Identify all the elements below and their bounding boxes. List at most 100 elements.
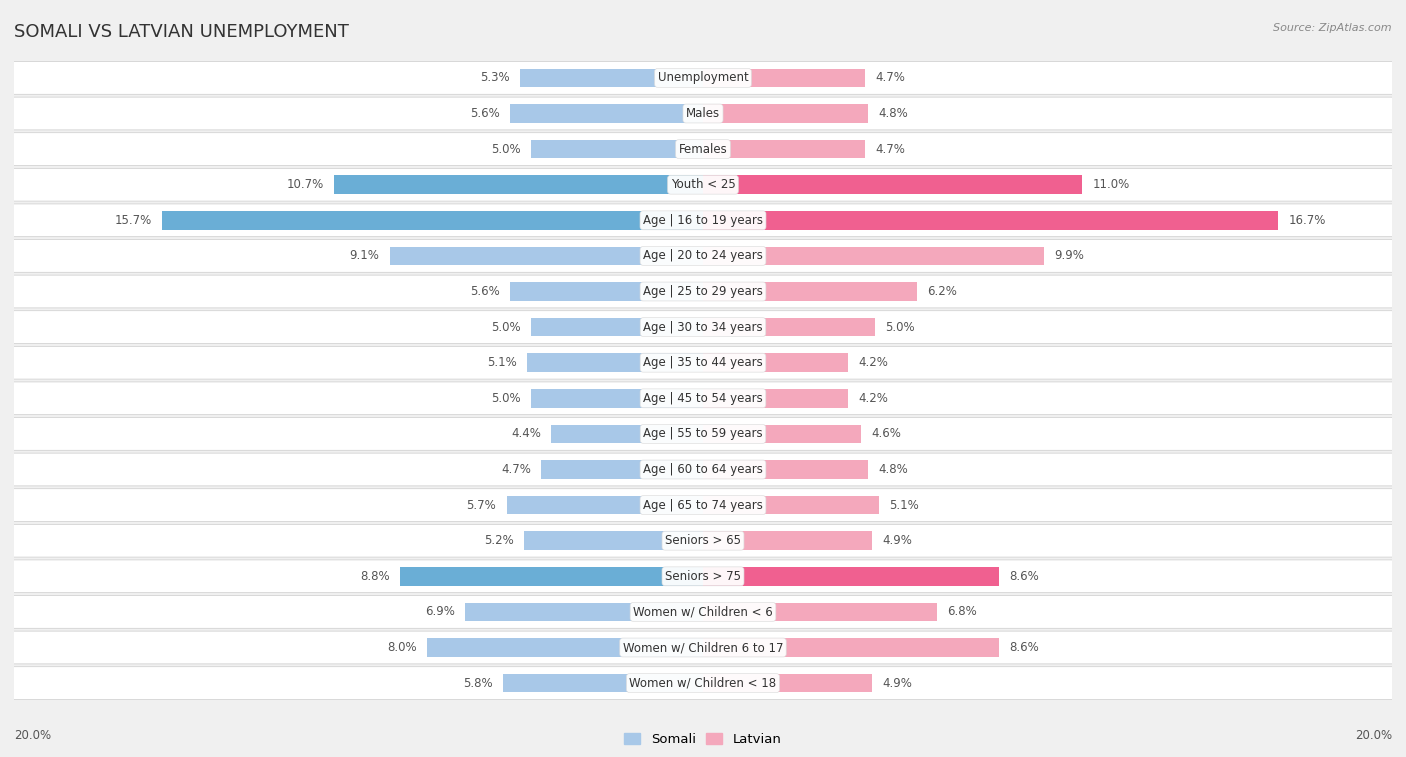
Text: 4.9%: 4.9% [882, 534, 912, 547]
Bar [703, 282, 917, 301]
Bar [703, 69, 865, 87]
Bar [531, 318, 703, 336]
Bar [389, 247, 703, 265]
Bar [703, 674, 872, 693]
Text: Source: ZipAtlas.com: Source: ZipAtlas.com [1274, 23, 1392, 33]
Bar [162, 211, 703, 229]
Text: Age | 60 to 64 years: Age | 60 to 64 years [643, 463, 763, 476]
Text: 5.6%: 5.6% [470, 107, 499, 120]
Bar [503, 674, 703, 693]
FancyBboxPatch shape [14, 310, 1392, 344]
Text: Age | 25 to 29 years: Age | 25 to 29 years [643, 285, 763, 298]
Text: Age | 65 to 74 years: Age | 65 to 74 years [643, 499, 763, 512]
Bar [703, 531, 872, 550]
Text: 11.0%: 11.0% [1092, 178, 1129, 192]
Text: 5.7%: 5.7% [467, 499, 496, 512]
Text: Youth < 25: Youth < 25 [671, 178, 735, 192]
Text: Males: Males [686, 107, 720, 120]
Bar [703, 603, 938, 621]
Bar [703, 354, 848, 372]
Text: 5.0%: 5.0% [491, 321, 520, 334]
Text: 9.1%: 9.1% [349, 249, 380, 263]
Text: 4.9%: 4.9% [882, 677, 912, 690]
Text: SOMALI VS LATVIAN UNEMPLOYMENT: SOMALI VS LATVIAN UNEMPLOYMENT [14, 23, 349, 41]
Text: 5.1%: 5.1% [889, 499, 918, 512]
Bar [520, 69, 703, 87]
FancyBboxPatch shape [14, 525, 1392, 557]
Text: 20.0%: 20.0% [14, 729, 51, 742]
FancyBboxPatch shape [14, 97, 1392, 130]
Text: 5.0%: 5.0% [886, 321, 915, 334]
Bar [506, 496, 703, 514]
Bar [510, 104, 703, 123]
FancyBboxPatch shape [14, 453, 1392, 486]
Text: 16.7%: 16.7% [1289, 213, 1326, 227]
Text: 9.9%: 9.9% [1054, 249, 1084, 263]
Text: 6.8%: 6.8% [948, 606, 977, 618]
Bar [703, 425, 862, 443]
Bar [703, 247, 1045, 265]
Bar [531, 389, 703, 407]
Bar [703, 496, 879, 514]
Bar [703, 318, 875, 336]
Text: 20.0%: 20.0% [1355, 729, 1392, 742]
Bar [703, 638, 1000, 657]
Text: Age | 16 to 19 years: Age | 16 to 19 years [643, 213, 763, 227]
FancyBboxPatch shape [14, 596, 1392, 628]
Bar [465, 603, 703, 621]
Bar [541, 460, 703, 478]
Text: 4.8%: 4.8% [879, 463, 908, 476]
Bar [703, 104, 869, 123]
Text: Age | 30 to 34 years: Age | 30 to 34 years [643, 321, 763, 334]
Text: 5.6%: 5.6% [470, 285, 499, 298]
Bar [427, 638, 703, 657]
FancyBboxPatch shape [14, 631, 1392, 664]
Text: Women w/ Children < 6: Women w/ Children < 6 [633, 606, 773, 618]
Text: Age | 55 to 59 years: Age | 55 to 59 years [643, 428, 763, 441]
Text: Age | 20 to 24 years: Age | 20 to 24 years [643, 249, 763, 263]
FancyBboxPatch shape [14, 275, 1392, 308]
Bar [510, 282, 703, 301]
Bar [703, 176, 1083, 194]
Bar [551, 425, 703, 443]
Text: 6.9%: 6.9% [425, 606, 456, 618]
FancyBboxPatch shape [14, 560, 1392, 593]
Text: Seniors > 65: Seniors > 65 [665, 534, 741, 547]
Text: 4.7%: 4.7% [875, 142, 905, 156]
Text: Women w/ Children < 18: Women w/ Children < 18 [630, 677, 776, 690]
Bar [527, 354, 703, 372]
Bar [703, 389, 848, 407]
FancyBboxPatch shape [14, 61, 1392, 95]
FancyBboxPatch shape [14, 204, 1392, 237]
Text: Unemployment: Unemployment [658, 71, 748, 85]
FancyBboxPatch shape [14, 132, 1392, 166]
Bar [703, 460, 869, 478]
Text: 5.1%: 5.1% [488, 357, 517, 369]
Text: 4.6%: 4.6% [872, 428, 901, 441]
Text: 5.0%: 5.0% [491, 142, 520, 156]
Bar [335, 176, 703, 194]
Text: 8.6%: 8.6% [1010, 570, 1039, 583]
Text: 8.6%: 8.6% [1010, 641, 1039, 654]
FancyBboxPatch shape [14, 168, 1392, 201]
Text: Age | 45 to 54 years: Age | 45 to 54 years [643, 392, 763, 405]
Text: 4.2%: 4.2% [858, 392, 887, 405]
Bar [524, 531, 703, 550]
Text: Seniors > 75: Seniors > 75 [665, 570, 741, 583]
Text: 4.7%: 4.7% [875, 71, 905, 85]
Text: 10.7%: 10.7% [287, 178, 323, 192]
Text: 5.0%: 5.0% [491, 392, 520, 405]
FancyBboxPatch shape [14, 489, 1392, 522]
Bar [703, 140, 865, 158]
FancyBboxPatch shape [14, 667, 1392, 699]
Text: 6.2%: 6.2% [927, 285, 956, 298]
Bar [703, 567, 1000, 586]
Text: 5.8%: 5.8% [463, 677, 494, 690]
Text: 5.3%: 5.3% [481, 71, 510, 85]
Text: 15.7%: 15.7% [115, 213, 152, 227]
Text: 4.4%: 4.4% [512, 428, 541, 441]
Text: 8.8%: 8.8% [360, 570, 389, 583]
FancyBboxPatch shape [14, 418, 1392, 450]
Bar [703, 211, 1278, 229]
Bar [399, 567, 703, 586]
